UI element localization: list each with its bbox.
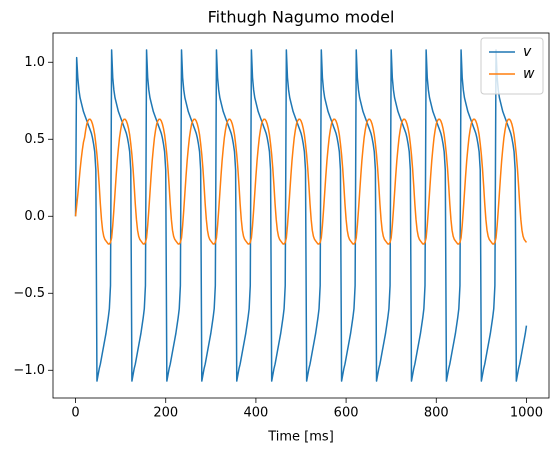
axes-frame [52, 32, 550, 399]
legend: vw [480, 37, 544, 95]
x-tick-label: 400 [243, 406, 268, 421]
legend-label: w [523, 66, 535, 82]
y-tick-label: 0.0 [24, 209, 45, 224]
chart-title: Fithugh Nagumo model [208, 8, 395, 27]
legend-label: v [523, 44, 532, 60]
x-tick-label: 0 [71, 406, 79, 421]
x-axis-label: Time [ms] [267, 430, 334, 445]
series-line [74, 49, 528, 382]
y-tick-label: 0.5 [24, 132, 45, 147]
series-line [74, 118, 528, 245]
y-tick-label: 1.0 [24, 55, 45, 70]
x-tick-label: 600 [334, 406, 359, 421]
y-tick-label: −1.0 [13, 363, 45, 378]
x-tick-label: 1000 [510, 406, 543, 421]
x-tick-label: 200 [153, 406, 178, 421]
y-tick-label: −0.5 [13, 286, 45, 301]
x-tick-label: 800 [424, 406, 449, 421]
